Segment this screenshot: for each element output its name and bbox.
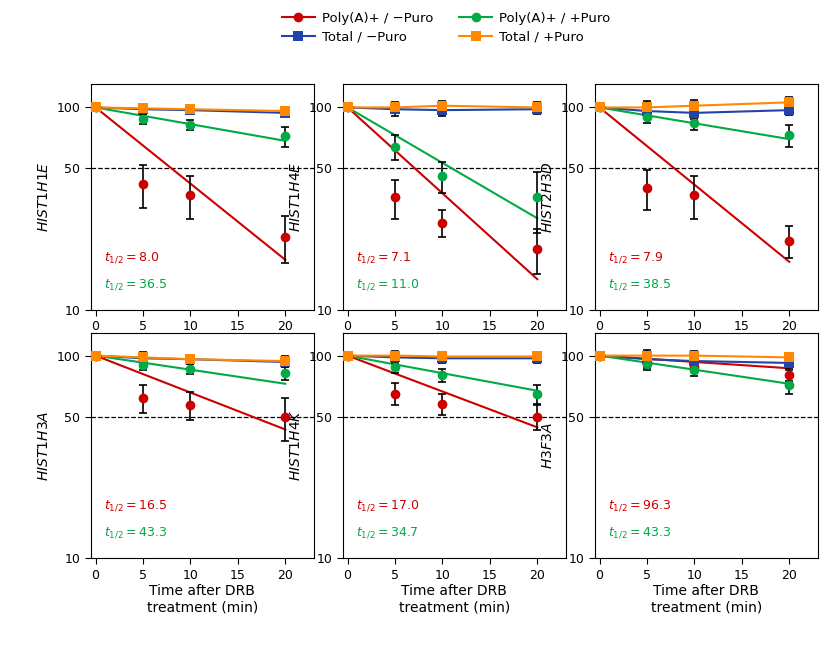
Text: $t_{1/2}= 36.5$: $t_{1/2}= 36.5$ bbox=[104, 277, 168, 292]
Y-axis label: $\it{HIST1H4E}$: $\it{HIST1H4E}$ bbox=[289, 162, 303, 232]
X-axis label: Time after DRB
treatment (min): Time after DRB treatment (min) bbox=[399, 584, 510, 615]
Y-axis label: $\it{HIST1H3A}$: $\it{HIST1H3A}$ bbox=[37, 410, 51, 480]
Text: $t_{1/2}= 43.3$: $t_{1/2}= 43.3$ bbox=[104, 526, 168, 540]
Text: $t_{1/2}= 7.1$: $t_{1/2}= 7.1$ bbox=[356, 250, 411, 265]
Y-axis label: $\it{H3F3A}$: $\it{H3F3A}$ bbox=[541, 422, 555, 469]
Y-axis label: $\it{HIST1H4K}$: $\it{HIST1H4K}$ bbox=[289, 410, 303, 482]
Text: $t_{1/2}= 11.0$: $t_{1/2}= 11.0$ bbox=[356, 277, 420, 292]
Text: $t_{1/2}= 96.3$: $t_{1/2}= 96.3$ bbox=[608, 498, 672, 513]
Text: $t_{1/2}= 16.5$: $t_{1/2}= 16.5$ bbox=[104, 498, 168, 513]
Text: $t_{1/2}= 43.3$: $t_{1/2}= 43.3$ bbox=[608, 526, 672, 540]
Text: $t_{1/2}= 38.5$: $t_{1/2}= 38.5$ bbox=[608, 277, 672, 292]
X-axis label: Time after DRB
treatment (min): Time after DRB treatment (min) bbox=[147, 584, 258, 615]
Text: $t_{1/2}= 34.7$: $t_{1/2}= 34.7$ bbox=[356, 526, 418, 540]
Y-axis label: $\it{HIST2H3D}$: $\it{HIST2H3D}$ bbox=[541, 162, 555, 233]
Legend: Poly(A)+ / −Puro, Total / −Puro, Poly(A)+ / +Puro, Total / +Puro: Poly(A)+ / −Puro, Total / −Puro, Poly(A)… bbox=[277, 6, 615, 49]
Text: $t_{1/2}= 8.0$: $t_{1/2}= 8.0$ bbox=[104, 250, 159, 265]
Text: $t_{1/2}= 17.0$: $t_{1/2}= 17.0$ bbox=[356, 498, 420, 513]
Y-axis label: $\it{HIST1H1E}$: $\it{HIST1H1E}$ bbox=[37, 162, 51, 232]
Text: $t_{1/2}= 7.9$: $t_{1/2}= 7.9$ bbox=[608, 250, 663, 265]
X-axis label: Time after DRB
treatment (min): Time after DRB treatment (min) bbox=[651, 584, 762, 615]
